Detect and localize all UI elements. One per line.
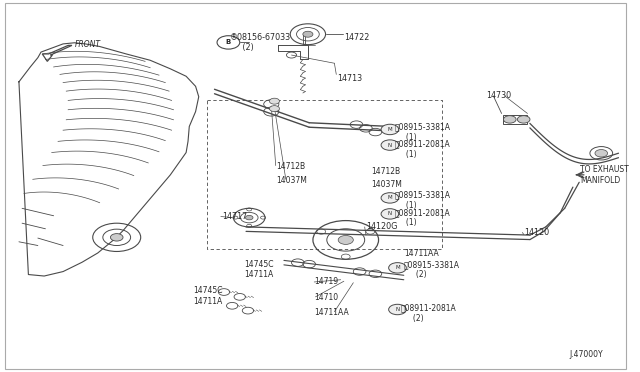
Text: 14730: 14730 xyxy=(486,92,511,100)
Circle shape xyxy=(338,235,353,244)
Text: B: B xyxy=(226,39,231,45)
Text: 14120: 14120 xyxy=(524,228,548,237)
Text: TO EXHAUST
MANIFOLD: TO EXHAUST MANIFOLD xyxy=(580,165,629,185)
Text: ⓜ08915-3381A
     (1): ⓜ08915-3381A (1) xyxy=(394,122,451,142)
Text: ⓝ08911-2081A
     (1): ⓝ08911-2081A (1) xyxy=(394,140,450,159)
Circle shape xyxy=(111,234,123,241)
Text: N: N xyxy=(388,211,392,217)
Text: 14745C: 14745C xyxy=(194,286,223,295)
Text: ⓝ08911-2081A
     (2): ⓝ08911-2081A (2) xyxy=(401,304,456,323)
Text: N: N xyxy=(396,307,399,312)
Circle shape xyxy=(381,124,399,135)
Text: 14037M: 14037M xyxy=(371,180,402,189)
FancyBboxPatch shape xyxy=(5,3,626,369)
Text: 14717: 14717 xyxy=(222,212,247,221)
Circle shape xyxy=(595,150,607,157)
Circle shape xyxy=(381,209,399,219)
Text: 14037M: 14037M xyxy=(276,176,307,185)
Text: ®08156-67033
     (2): ®08156-67033 (2) xyxy=(230,33,291,52)
Text: 14711A: 14711A xyxy=(194,297,223,306)
Text: J.47000Y: J.47000Y xyxy=(569,350,602,359)
Text: ⓝ08911-2081A
     (1): ⓝ08911-2081A (1) xyxy=(394,208,450,227)
Circle shape xyxy=(388,263,406,273)
Circle shape xyxy=(381,193,399,203)
Circle shape xyxy=(303,31,313,37)
Text: 14711AA: 14711AA xyxy=(404,249,438,258)
Circle shape xyxy=(269,98,280,104)
Circle shape xyxy=(269,106,280,112)
Text: ⓜ08915-3381A
     (2): ⓜ08915-3381A (2) xyxy=(404,260,460,279)
Circle shape xyxy=(381,140,399,150)
Text: M: M xyxy=(388,195,392,201)
Text: 14120G: 14120G xyxy=(366,222,397,231)
Text: ⓜ08915-3381A
     (1): ⓜ08915-3381A (1) xyxy=(394,190,451,210)
Circle shape xyxy=(245,215,253,220)
Text: 14712B: 14712B xyxy=(276,162,305,171)
Text: FRONT: FRONT xyxy=(74,40,100,49)
Text: 14712B: 14712B xyxy=(371,167,400,176)
Text: 14719: 14719 xyxy=(314,278,339,286)
Text: 14711AA: 14711AA xyxy=(314,308,349,317)
Text: M: M xyxy=(388,127,392,132)
Text: 14713: 14713 xyxy=(337,74,363,83)
Circle shape xyxy=(504,116,516,123)
Circle shape xyxy=(388,304,406,315)
Circle shape xyxy=(517,116,530,123)
Text: N: N xyxy=(388,142,392,148)
Text: 14711A: 14711A xyxy=(244,270,273,279)
Text: 14710: 14710 xyxy=(314,293,339,302)
Text: 14745C: 14745C xyxy=(244,260,274,269)
Text: M: M xyxy=(395,265,400,270)
Text: 14722: 14722 xyxy=(344,33,369,42)
